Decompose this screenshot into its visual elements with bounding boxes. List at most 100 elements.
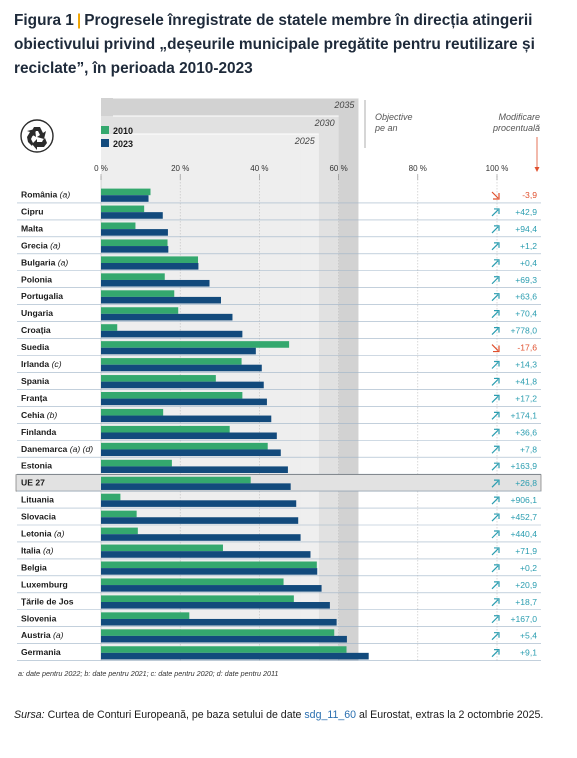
trend-up-icon bbox=[491, 462, 500, 471]
target-year-2025: 2025 bbox=[294, 136, 316, 146]
bar-2023 bbox=[101, 652, 369, 660]
chart-row: Spania +41,8 bbox=[17, 375, 541, 390]
chart-row: Letonia (a) +440,4 bbox=[17, 527, 541, 543]
change-header: Modificare procentuală bbox=[492, 112, 540, 133]
category-label: Slovenia bbox=[21, 613, 57, 623]
chart-row: Slovenia +167,0 bbox=[17, 612, 541, 628]
category-label: Luxemburg bbox=[21, 579, 68, 589]
trend-up-icon bbox=[491, 225, 500, 234]
bar-2023 bbox=[101, 602, 330, 609]
bar-2010 bbox=[101, 273, 165, 280]
category-label: Grecia (a) bbox=[21, 240, 61, 250]
trend-up-icon bbox=[491, 394, 500, 403]
trend-up-icon bbox=[491, 564, 500, 573]
bar-2010 bbox=[101, 646, 347, 653]
column-headers: Objective pe an Modificare procentuală bbox=[364, 100, 540, 172]
change-value: +70,4 bbox=[515, 309, 537, 319]
target-band-edge-2030 bbox=[320, 116, 339, 661]
change-value: +18,7 bbox=[515, 597, 537, 607]
trend-up-icon bbox=[491, 293, 500, 302]
chart-row: Malta +94,4 bbox=[17, 222, 541, 238]
objectives-header: Objective pe an bbox=[374, 112, 413, 133]
category-label: Estonia bbox=[21, 461, 52, 471]
source-text: Curtea de Conturi Europeană, pe baza set… bbox=[47, 709, 302, 721]
trend-up-icon bbox=[491, 377, 500, 386]
bar-2023 bbox=[101, 330, 243, 338]
trend-up-icon bbox=[491, 411, 500, 420]
category-label: Ungaria bbox=[21, 308, 53, 318]
bar-2010 bbox=[101, 578, 284, 586]
bar-2023 bbox=[101, 500, 297, 507]
source-label: Sursa: bbox=[14, 709, 45, 721]
change-value: +69,3 bbox=[515, 275, 537, 285]
trend-up-icon bbox=[491, 327, 500, 336]
target-band-edge-2025 bbox=[300, 134, 319, 661]
bar-2023 bbox=[101, 246, 169, 253]
change-value: +163,9 bbox=[510, 461, 537, 471]
bar-2010 bbox=[101, 629, 335, 636]
figure-number: Figura 1 bbox=[14, 12, 74, 29]
x-axis: 0 % 20 % 40 % 60 % 80 % 100 % bbox=[94, 164, 508, 180]
trend-up-icon bbox=[491, 208, 500, 217]
trend-up-icon bbox=[491, 445, 500, 454]
bar-2010 bbox=[101, 459, 172, 467]
category-label: Malta bbox=[21, 223, 43, 233]
category-label: Cipru bbox=[21, 206, 43, 216]
bar-2010 bbox=[101, 408, 164, 416]
chart-row: Bulgaria (a) +0,4 bbox=[17, 256, 541, 272]
category-label: Irlanda (c) bbox=[21, 359, 62, 369]
chart-row: Polonia +69,3 bbox=[17, 273, 541, 289]
bar-2010 bbox=[101, 256, 199, 263]
bar-2023 bbox=[101, 364, 262, 372]
x-tick-label: 100 % bbox=[486, 164, 509, 173]
bar-2023 bbox=[101, 483, 291, 490]
trend-up-icon bbox=[491, 598, 500, 607]
bar-2023 bbox=[101, 618, 337, 626]
category-label: Slovacia bbox=[21, 512, 56, 522]
chart-row: Cehia (b) +174,1 bbox=[17, 408, 541, 424]
chart-row: Grecia (a) +1,2 bbox=[17, 239, 541, 255]
category-label: Croația bbox=[21, 325, 51, 335]
change-value: +167,0 bbox=[510, 614, 537, 624]
chart-row: Estonia +163,9 bbox=[17, 459, 541, 475]
category-label: Germania bbox=[21, 647, 61, 657]
bar-2010 bbox=[101, 239, 168, 247]
bar-2023 bbox=[101, 229, 168, 236]
source-dataset-link[interactable]: sdg_11_60 bbox=[304, 709, 357, 721]
bar-2010 bbox=[101, 425, 230, 433]
category-label: Franța bbox=[21, 393, 47, 403]
chart-rows: România (a) -3,9 Cipru +42,9 Malta +94,4 Greci… bbox=[15, 188, 542, 661]
bar-2023 bbox=[101, 585, 322, 592]
x-tick-label: 40 % bbox=[250, 164, 268, 173]
bar-2010 bbox=[101, 510, 137, 518]
bar-2023 bbox=[101, 466, 288, 473]
trend-up-icon bbox=[491, 496, 500, 505]
change-value: +440,4 bbox=[510, 529, 537, 539]
category-label: Portugalia bbox=[21, 291, 63, 301]
title-separator: | bbox=[76, 12, 82, 29]
bar-2010 bbox=[101, 544, 223, 552]
bar-2010 bbox=[101, 493, 121, 501]
bar-2023 bbox=[101, 381, 264, 389]
chart-row: Suedia -17,6 bbox=[17, 341, 541, 356]
bar-2010 bbox=[101, 527, 138, 535]
bar-2010 bbox=[101, 442, 268, 450]
change-value: +778,0 bbox=[510, 326, 537, 336]
bar-2023 bbox=[101, 347, 256, 355]
figure-title-text: Progresele înregistrate de statele membr… bbox=[14, 12, 535, 77]
bar-2023 bbox=[101, 568, 318, 575]
category-label: Spania bbox=[21, 376, 49, 386]
change-value: +0,4 bbox=[520, 258, 537, 268]
chart-row: Luxemburg +20,9 bbox=[17, 578, 541, 594]
chart-row: Germania +9,1 bbox=[17, 646, 541, 661]
bar-2023 bbox=[101, 263, 199, 270]
bar-2023 bbox=[101, 212, 163, 219]
x-tick-label: 60 % bbox=[329, 164, 347, 173]
trend-up-icon bbox=[491, 259, 500, 268]
target-year-2035: 2035 bbox=[333, 100, 355, 110]
target-year-2030: 2030 bbox=[314, 118, 335, 128]
x-tick-label: 20 % bbox=[171, 164, 189, 173]
target-band-edge-2035 bbox=[340, 98, 359, 661]
chart-row: Croația +778,0 bbox=[17, 324, 541, 339]
trend-up-icon bbox=[491, 428, 500, 437]
